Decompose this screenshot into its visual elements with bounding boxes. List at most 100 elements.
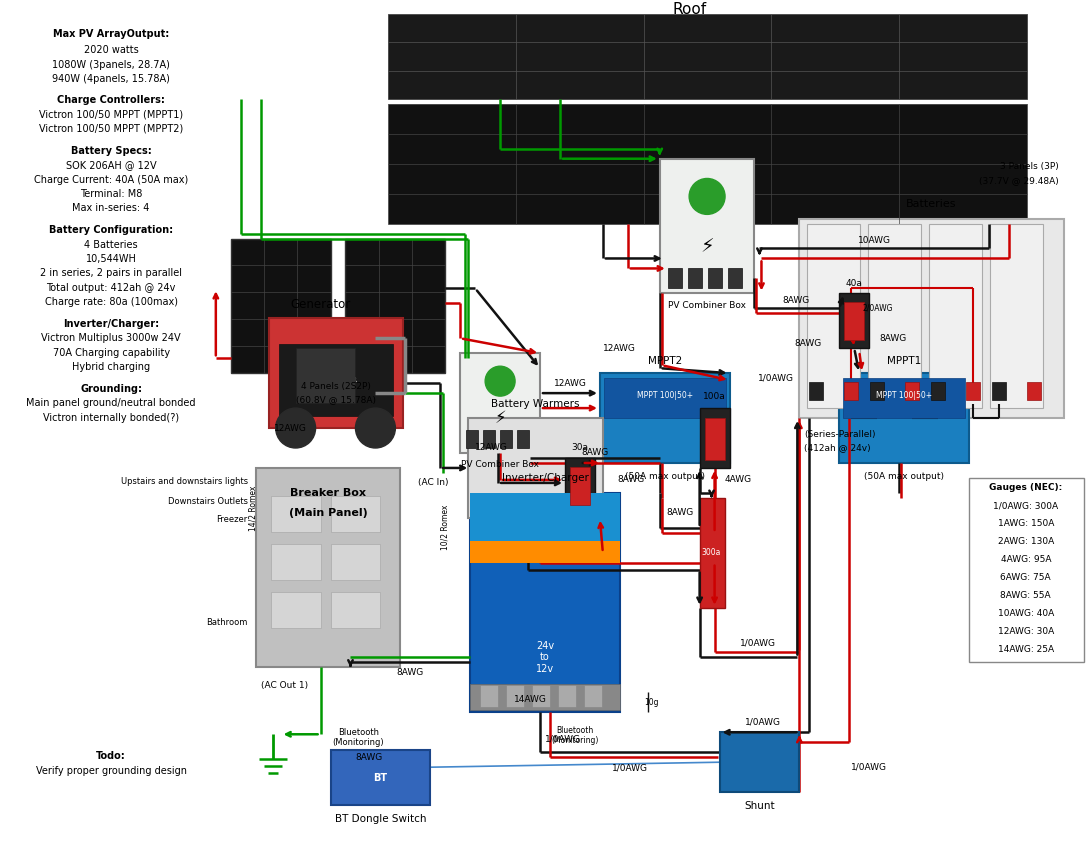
- Text: 1/0AWG: 1/0AWG: [851, 762, 887, 772]
- Bar: [500, 430, 512, 448]
- Text: 1AWG: 150A: 1AWG: 150A: [997, 519, 1054, 529]
- Bar: [705, 418, 724, 460]
- Bar: [271, 592, 321, 628]
- Bar: [603, 378, 726, 418]
- Bar: [906, 382, 919, 400]
- Bar: [470, 493, 620, 712]
- Text: 12AWG: 12AWG: [603, 344, 636, 352]
- Text: 300a: 300a: [702, 548, 721, 557]
- Text: Max in-series: 4: Max in-series: 4: [72, 203, 149, 213]
- Text: Generator: Generator: [290, 298, 350, 311]
- Text: 30a: 30a: [572, 444, 588, 452]
- Circle shape: [690, 179, 726, 214]
- Bar: [800, 219, 1064, 418]
- Bar: [844, 302, 864, 340]
- Text: Grounding:: Grounding:: [80, 384, 142, 394]
- Bar: [483, 430, 495, 448]
- Text: 6AWG: 75A: 6AWG: 75A: [1000, 573, 1051, 582]
- Text: 14/2 Romex: 14/2 Romex: [249, 485, 257, 530]
- Text: MPPT 100|50+: MPPT 100|50+: [876, 391, 932, 400]
- Text: 8AWG: 55A: 8AWG: 55A: [1000, 591, 1051, 601]
- Bar: [388, 14, 1027, 99]
- Text: Battery Configuration:: Battery Configuration:: [49, 225, 173, 235]
- Text: 1/0AWG: 1/0AWG: [740, 638, 776, 647]
- Bar: [720, 733, 800, 792]
- Circle shape: [276, 408, 315, 448]
- Bar: [517, 430, 529, 448]
- Text: 12AWG: 12AWG: [476, 444, 508, 452]
- Bar: [470, 541, 620, 563]
- Text: Roof: Roof: [672, 2, 707, 17]
- Bar: [807, 224, 860, 408]
- Text: (412ah @ 24v): (412ah @ 24v): [804, 444, 871, 452]
- Text: Victron 100/50 MPPT (MPPT2): Victron 100/50 MPPT (MPPT2): [39, 124, 183, 134]
- Bar: [839, 293, 870, 348]
- Text: Victron 100/50 MPPT (MPPT1): Victron 100/50 MPPT (MPPT1): [39, 109, 183, 119]
- Bar: [966, 382, 980, 400]
- Bar: [570, 467, 590, 505]
- Text: 12AWG: 30A: 12AWG: 30A: [997, 627, 1054, 636]
- Bar: [331, 750, 430, 805]
- Text: Terminal: M8: Terminal: M8: [80, 189, 142, 199]
- Bar: [584, 685, 602, 707]
- Text: Todo:: Todo:: [96, 750, 125, 761]
- Text: ⚡: ⚡: [494, 409, 506, 427]
- Text: Max PV ArrayOutput:: Max PV ArrayOutput:: [53, 29, 169, 39]
- Text: 14AWG: 25A: 14AWG: 25A: [998, 645, 1054, 654]
- Bar: [810, 382, 824, 400]
- Text: 10AWG: 10AWG: [858, 236, 890, 245]
- Bar: [331, 544, 381, 579]
- Bar: [992, 382, 1006, 400]
- Text: (AC Out 1): (AC Out 1): [261, 681, 308, 690]
- Text: 1/0AWG: 1/0AWG: [612, 764, 648, 772]
- Bar: [708, 268, 721, 288]
- Text: MPPT2: MPPT2: [648, 357, 682, 366]
- Text: 8AWG: 8AWG: [794, 339, 822, 348]
- Text: 8AWG: 8AWG: [582, 448, 609, 457]
- Text: 8AWG: 8AWG: [666, 508, 693, 518]
- Text: 4375: 4375: [328, 390, 349, 400]
- Text: 10AWG: 40A: 10AWG: 40A: [997, 609, 1054, 618]
- Bar: [532, 685, 550, 707]
- Text: 2/0AWG: 2/0AWG: [862, 304, 892, 313]
- Text: PREDATOR: PREDATOR: [320, 377, 357, 383]
- Text: Bluetooth
(Monitoring): Bluetooth (Monitoring): [333, 728, 384, 747]
- Bar: [278, 344, 394, 416]
- Bar: [506, 685, 524, 707]
- Text: (Main Panel): (Main Panel): [289, 508, 368, 518]
- Circle shape: [356, 408, 395, 448]
- Bar: [990, 224, 1043, 408]
- Bar: [296, 348, 356, 403]
- Text: SOK 206AH @ 12V: SOK 206AH @ 12V: [65, 160, 156, 170]
- Text: (60.8V @ 15.78A): (60.8V @ 15.78A): [296, 396, 375, 405]
- Text: 1080W (3panels, 28.7A): 1080W (3panels, 28.7A): [52, 59, 170, 69]
- Bar: [388, 104, 1027, 224]
- Bar: [271, 495, 321, 532]
- Text: Freezer: Freezer: [216, 515, 248, 524]
- Bar: [331, 495, 381, 532]
- Text: 4 Panels (2S2P): 4 Panels (2S2P): [301, 382, 371, 390]
- Bar: [1027, 382, 1041, 400]
- Text: Battery Specs:: Battery Specs:: [71, 146, 152, 156]
- Text: 8AWG: 8AWG: [397, 668, 424, 677]
- Text: MPPT1: MPPT1: [887, 357, 921, 366]
- Bar: [271, 544, 321, 579]
- Text: 3 Panels (3P): 3 Panels (3P): [1000, 162, 1058, 171]
- Text: 1/0AWG: 1/0AWG: [758, 374, 794, 383]
- Text: 2020 watts: 2020 watts: [84, 45, 139, 55]
- Text: 4AWG: 95A: 4AWG: 95A: [1000, 556, 1051, 564]
- Text: MPPT 100|50+: MPPT 100|50+: [637, 391, 693, 400]
- Text: Verify proper grounding design: Verify proper grounding design: [36, 766, 187, 776]
- Text: 10/2 Romex: 10/2 Romex: [441, 505, 449, 551]
- Text: Downstairs Outlets: Downstairs Outlets: [168, 497, 248, 507]
- Bar: [231, 239, 331, 374]
- Bar: [470, 684, 620, 711]
- Text: (Series-Parallel): (Series-Parallel): [804, 429, 876, 439]
- Bar: [331, 592, 381, 628]
- Bar: [844, 382, 859, 400]
- Text: Breaker Box: Breaker Box: [290, 488, 367, 498]
- Text: 12AWG: 12AWG: [274, 424, 307, 433]
- Text: 8AWG: 8AWG: [879, 334, 907, 343]
- Text: 2AWG: 130A: 2AWG: 130A: [997, 537, 1054, 546]
- Bar: [600, 374, 730, 463]
